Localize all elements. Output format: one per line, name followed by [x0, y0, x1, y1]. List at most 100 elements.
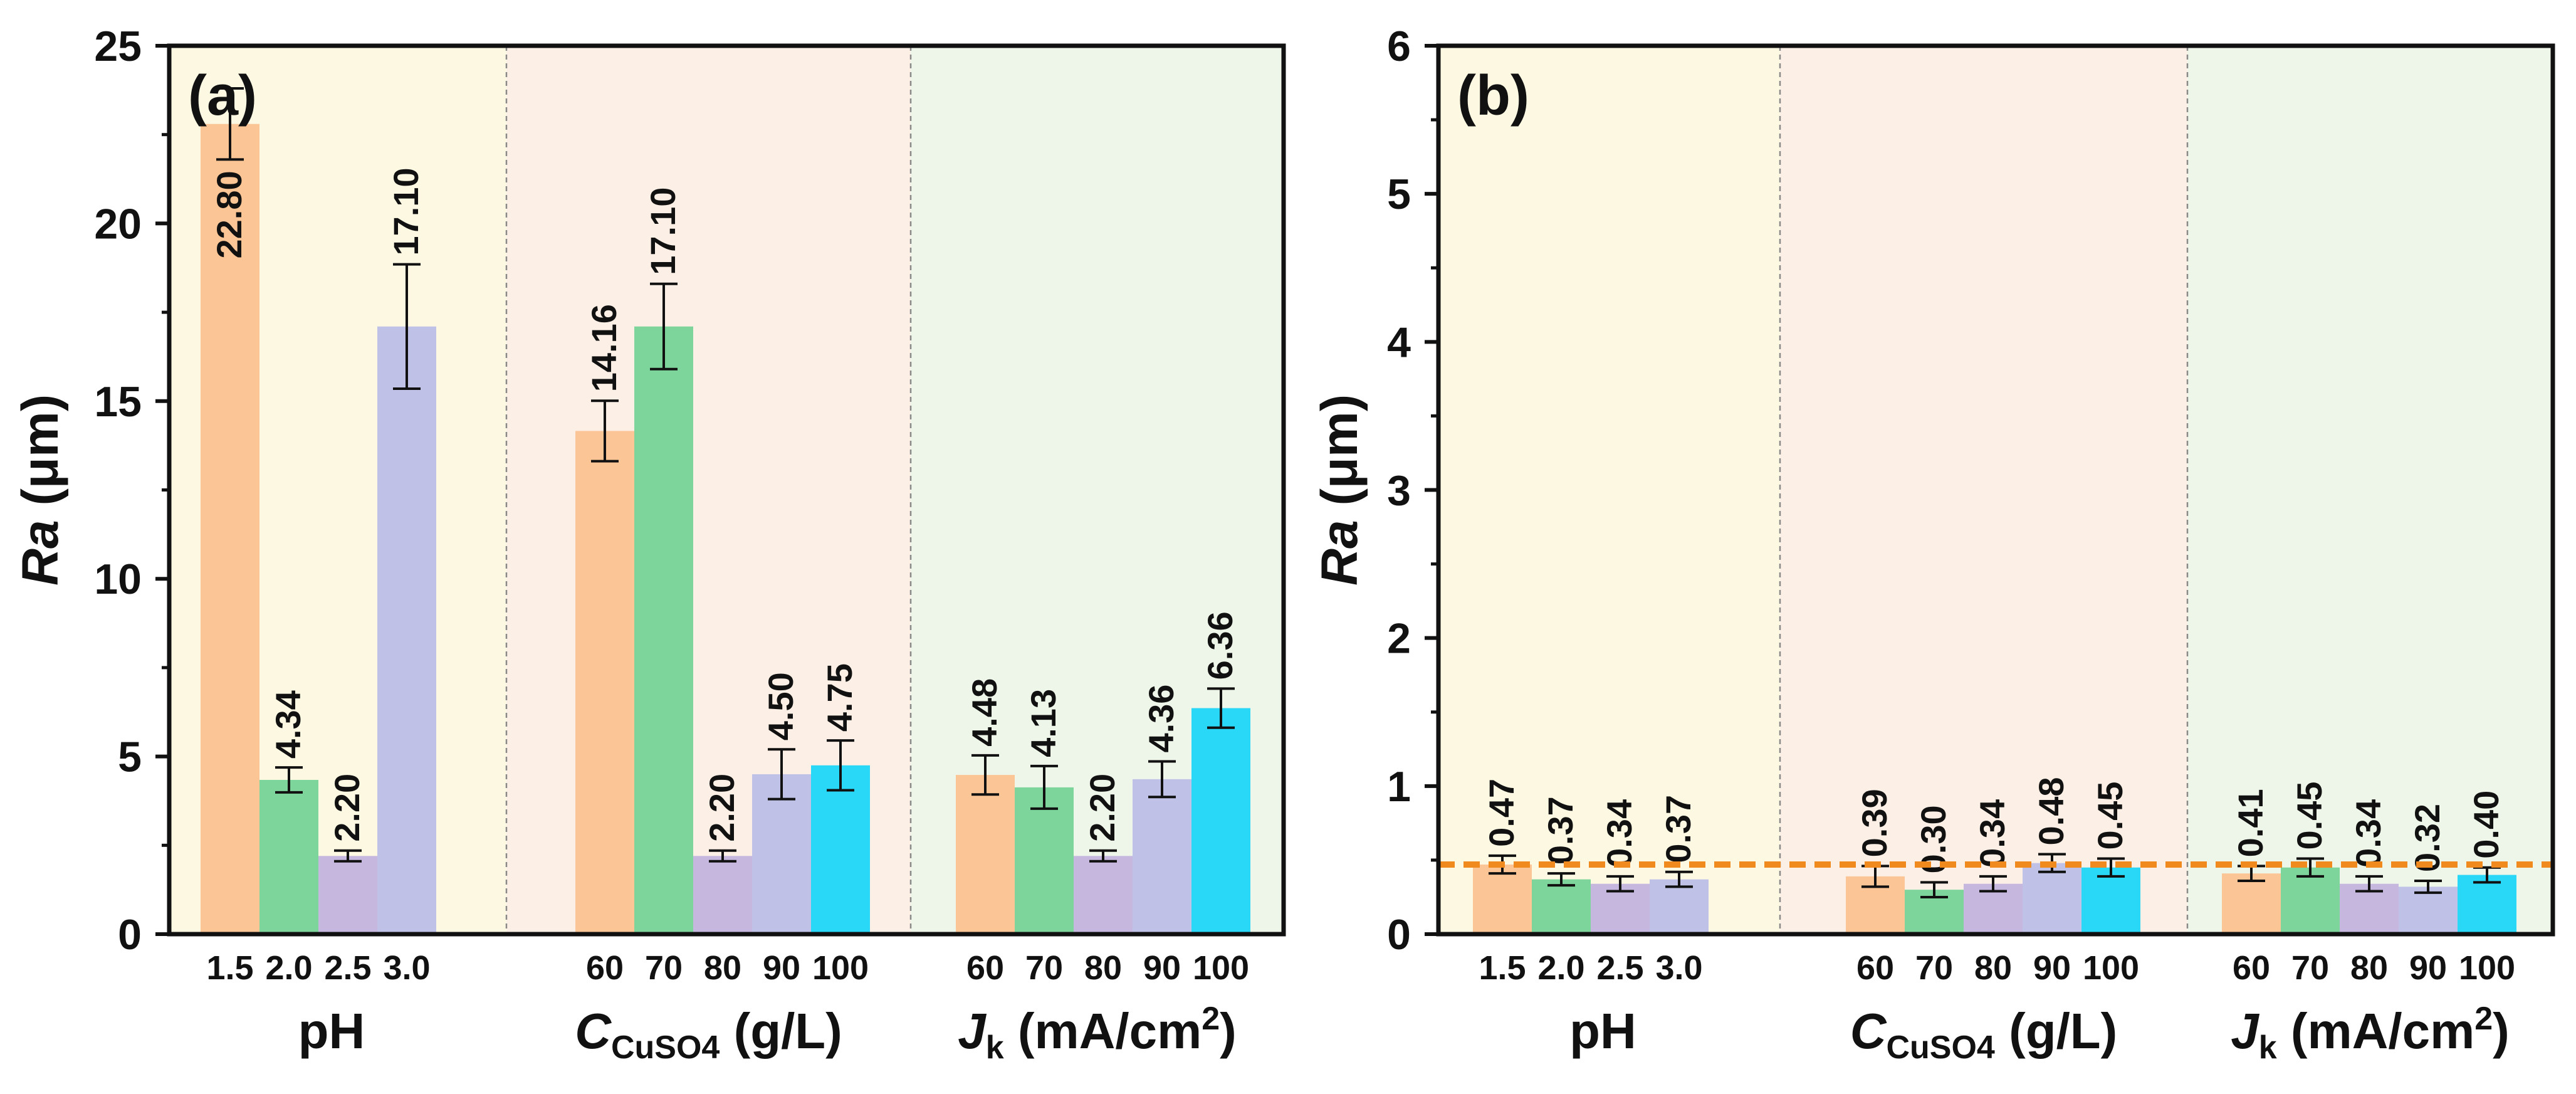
category-label: 2.5 [324, 949, 371, 987]
category-label: 90 [1143, 949, 1181, 987]
category-label: 80 [1084, 949, 1122, 987]
bar-ph-1.5 [1473, 865, 1532, 934]
error-bar [2097, 857, 2125, 878]
bar-cuso4-100 [2081, 867, 2140, 934]
value-label: 4.50 [761, 672, 800, 740]
y-tick-label: 5 [118, 734, 142, 781]
category-label: 2.5 [1596, 949, 1643, 987]
error-bar [1148, 760, 1176, 799]
bar-jk-70 [1015, 787, 1074, 934]
bar-ph-2.0 [259, 780, 318, 934]
bar-cuso4-100 [811, 765, 870, 934]
y-axis-label: Ra (μm) [12, 394, 69, 586]
bar-cuso4-90 [752, 774, 811, 934]
category-label: 70 [2291, 949, 2329, 987]
value-label: 2.20 [327, 774, 367, 842]
value-label: 2.20 [702, 774, 741, 842]
bar-jk-100 [1191, 708, 1250, 934]
category-label: 100 [2083, 949, 2139, 987]
category-label: 90 [2409, 949, 2447, 987]
bar-jk-70 [2281, 867, 2340, 934]
error-bar [971, 754, 999, 796]
category-label: 100 [1193, 949, 1249, 987]
bar-jk-60 [2222, 873, 2281, 934]
xlabel-ph: pH [298, 1003, 365, 1059]
value-label: 22.80 [209, 171, 249, 258]
category-label: 60 [586, 949, 624, 987]
category-label: 3.0 [1655, 949, 1702, 987]
value-label: 2.20 [1082, 774, 1122, 842]
xlabel-jk: Jk (mA/cm2) [958, 1001, 1237, 1066]
bar-jk-80 [1074, 856, 1133, 934]
value-label: 17.10 [643, 187, 683, 275]
value-label: 0.40 [2466, 791, 2506, 859]
y-tick-label: 0 [1387, 911, 1411, 959]
value-label: 6.36 [1200, 611, 1240, 680]
bar-jk-90 [1133, 779, 1191, 934]
category-label: 90 [2033, 949, 2071, 987]
error-bar [1547, 872, 1575, 887]
value-label: 0.48 [2031, 777, 2071, 845]
error-bar [591, 399, 619, 463]
bar-ph-3.0 [1650, 879, 1709, 934]
category-label: 80 [704, 949, 741, 987]
bar-jk-100 [2458, 875, 2516, 934]
bar-cuso4-90 [2023, 863, 2081, 934]
category-label: 80 [2350, 949, 2388, 987]
category-label: 60 [966, 949, 1004, 987]
bar-ph-3.0 [377, 326, 436, 934]
y-tick-label: 25 [94, 23, 142, 70]
xlabel-jk: Jk (mA/cm2) [2231, 1001, 2510, 1066]
error-bar [709, 849, 736, 863]
value-label: 17.10 [386, 167, 426, 255]
value-label: 4.36 [1141, 685, 1181, 753]
value-label: 0.47 [1482, 779, 1521, 847]
error-bar [2355, 875, 2383, 893]
value-label: 0.34 [2348, 799, 2388, 868]
y-tick-label: 0 [118, 911, 142, 959]
xlabel-ph: pH [1569, 1003, 1636, 1059]
value-label: 14.16 [584, 304, 624, 392]
error-bar [650, 282, 678, 371]
bar-jk-60 [956, 775, 1015, 934]
y-tick-label: 4 [1387, 318, 1411, 366]
value-label: 0.37 [1658, 795, 1698, 863]
value-label: 0.45 [2290, 782, 2329, 850]
bar-cuso4-80 [693, 856, 752, 934]
section-bg-jk [2187, 46, 2553, 934]
error-bar [1089, 849, 1117, 863]
category-label: 100 [2459, 949, 2515, 987]
category-label: 60 [1856, 949, 1894, 987]
category-label: 90 [763, 949, 800, 987]
error-bar [1665, 870, 1693, 888]
xlabel-cuso4: CCuSO4 (g/L) [575, 1003, 842, 1066]
error-bar [2296, 857, 2324, 878]
y-tick-label: 1 [1387, 763, 1411, 811]
error-bar [334, 849, 362, 863]
panel-label: (a) [188, 65, 257, 127]
panel-label: (b) [1457, 65, 1529, 127]
error-bar [1920, 881, 1948, 898]
error-bar [768, 748, 795, 801]
y-axis-label: Ra (μm) [1311, 394, 1368, 586]
category-label: 100 [812, 949, 869, 987]
category-label: 3.0 [383, 949, 430, 987]
category-label: 1.5 [206, 949, 253, 987]
value-label: 0.32 [2407, 804, 2447, 872]
value-label: 0.39 [1855, 789, 1894, 857]
panel-a: 22.80 1.5 4.34 2.0 2.20 2.5 17.10 3.0 pH 14.16 60 1… [12, 23, 1286, 1066]
y-tick-label: 15 [94, 378, 142, 426]
bar-ph-1.5 [201, 124, 259, 934]
value-label: 0.37 [1541, 796, 1580, 865]
xlabel-cuso4: CCuSO4 (g/L) [1850, 1003, 2118, 1066]
category-label: 2.0 [265, 949, 312, 987]
value-label: 4.13 [1024, 689, 1063, 757]
bar-cuso4-70 [634, 326, 693, 934]
error-bar [393, 263, 421, 390]
value-label: 4.48 [965, 678, 1004, 747]
value-label: 0.45 [2090, 782, 2130, 850]
y-tick-label: 3 [1387, 467, 1411, 515]
value-label: 4.75 [820, 663, 859, 732]
error-bar [827, 739, 854, 792]
value-label: 0.34 [1600, 799, 1639, 868]
